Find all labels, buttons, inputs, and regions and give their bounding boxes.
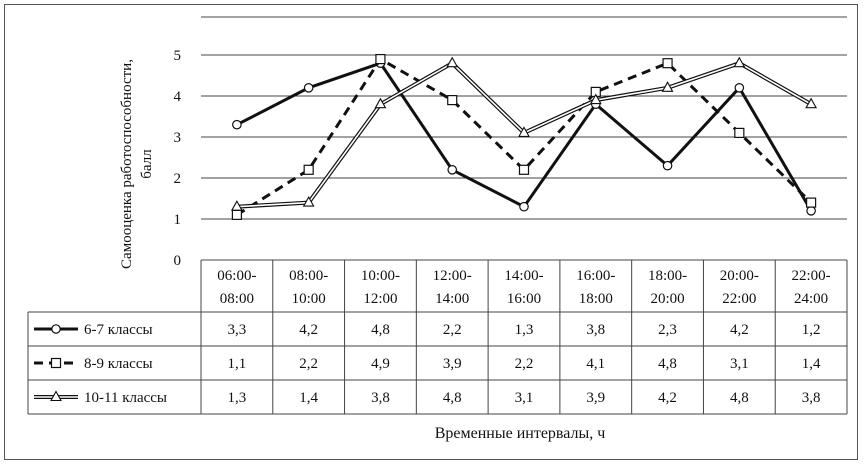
x-tick-label: 18:00- [648, 268, 687, 284]
data-point-triangle [374, 97, 387, 109]
data-point-triangle [446, 56, 459, 68]
data-label: 4,9 [371, 356, 390, 372]
data-point-triangle [589, 93, 602, 105]
data-point-circle [51, 324, 61, 334]
x-tick-label: 22:00- [792, 268, 831, 284]
x-tick-label: 24:00 [794, 291, 828, 307]
data-label: 1,3 [515, 322, 534, 338]
data-label: 4,8 [371, 322, 390, 338]
y-tick-label: 3 [174, 130, 182, 146]
data-point-square [375, 53, 386, 65]
data-label: 2,2 [515, 356, 534, 372]
data-point-circle [303, 83, 314, 93]
data-label: 4,2 [730, 322, 749, 338]
data-point-square [734, 127, 745, 138]
data-point-circle [447, 165, 458, 175]
x-tick-label: 20:00- [720, 268, 759, 284]
x-tick-label: 10:00 [292, 291, 326, 307]
data-label: 3,8 [586, 322, 605, 338]
x-tick-label: 18:00 [579, 291, 613, 307]
x-tick-label: 12:00- [433, 268, 472, 284]
data-label: 1,3 [228, 390, 247, 406]
data-point-square [50, 357, 62, 369]
data-label: 3,3 [228, 322, 247, 338]
data-label: 4,8 [658, 356, 677, 372]
x-tick-label: 16:00- [576, 268, 615, 284]
x-tick-label: 08:00 [220, 291, 254, 307]
data-point-triangle [50, 390, 62, 402]
data-point-square [231, 209, 242, 220]
data-label: 4,2 [658, 390, 677, 406]
data-label: 2,2 [443, 322, 462, 338]
y-tick-label: 2 [174, 171, 182, 187]
y-tick-label: 1 [174, 212, 182, 228]
data-point-triangle [661, 81, 674, 92]
data-point-square [447, 94, 458, 106]
data-point-circle [734, 83, 745, 93]
data-label: 4,8 [730, 390, 749, 406]
data-label: 4,2 [299, 322, 318, 338]
x-tick-label: 08:00- [289, 268, 328, 284]
data-point-circle [232, 119, 242, 130]
series-line [236, 57, 813, 217]
data-point-circle [662, 160, 673, 171]
y-axis-title: балл [139, 149, 155, 179]
y-tick-label: 0 [174, 253, 182, 269]
x-tick-label: 20:00 [650, 291, 684, 307]
y-axis-title: Самооценка работоспособности, [119, 59, 135, 269]
data-point-triangle [518, 126, 530, 137]
data-point-circle [806, 206, 816, 216]
data-label: 3,8 [371, 390, 390, 406]
y-tick-label: 5 [174, 48, 182, 64]
data-label: 4,8 [443, 390, 462, 406]
data-point-square [662, 58, 673, 69]
data-label: 2,2 [299, 356, 318, 372]
data-label: 3,8 [802, 390, 821, 406]
data-label: 1,1 [228, 356, 247, 372]
data-label: 1,2 [802, 322, 821, 338]
x-tick-label: 16:00 [507, 291, 541, 307]
x-tick-label: 22:00 [722, 291, 756, 307]
x-tick-label: 10:00- [361, 268, 400, 284]
legend-entry: 8-9 классы [84, 356, 153, 372]
y-tick-label: 4 [174, 89, 182, 105]
x-tick-label: 14:00- [504, 268, 543, 284]
x-tick-label: 06:00- [217, 268, 256, 284]
data-point-square [303, 164, 314, 175]
data-label: 1,4 [299, 390, 318, 406]
data-point-triangle [733, 56, 746, 68]
legend-entry: 10-11 классы [84, 390, 167, 406]
data-point-square [518, 164, 530, 175]
x-tick-label: 14:00 [435, 291, 469, 307]
chart-frame [4, 4, 858, 460]
data-point-square [806, 197, 817, 208]
data-point-triangle [230, 200, 243, 211]
data-point-circle [519, 201, 529, 212]
legend-entry: 6-7 классы [84, 322, 153, 338]
x-axis-title: Временные интервалы, ч [435, 425, 606, 442]
data-label: 2,3 [658, 322, 677, 338]
data-label: 1,4 [802, 356, 821, 372]
data-label: 3,1 [730, 356, 749, 372]
data-label: 3,1 [515, 390, 534, 406]
x-tick-label: 12:00 [363, 291, 397, 307]
data-point-triangle [805, 97, 818, 109]
data-point-triangle [302, 195, 315, 207]
data-label: 3,9 [443, 356, 462, 372]
data-label: 4,1 [586, 356, 605, 372]
data-label: 3,9 [586, 390, 605, 406]
